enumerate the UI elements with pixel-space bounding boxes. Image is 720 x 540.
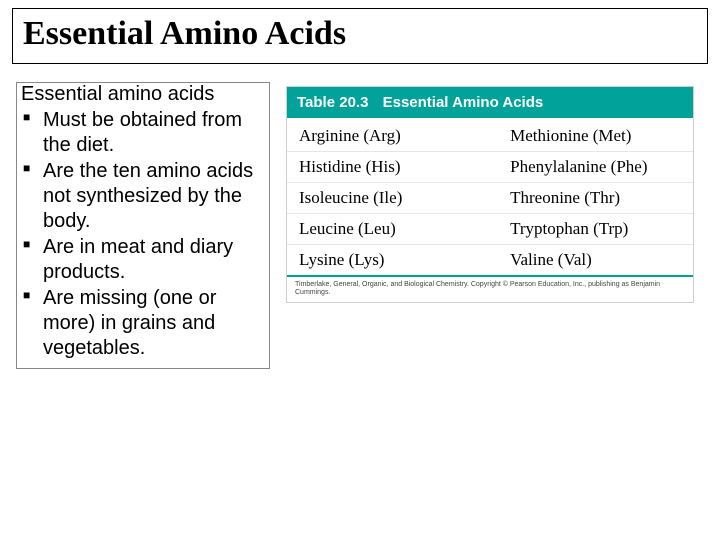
- list-item: Are in meat and diary products.: [23, 235, 263, 285]
- table-row: Lysine (Lys) Valine (Val): [287, 245, 693, 276]
- table-cell: Histidine (His): [287, 152, 498, 183]
- table-cell: Phenylalanine (Phe): [498, 152, 693, 183]
- list-item: Must be obtained from the diet.: [23, 108, 263, 158]
- table-body: Arginine (Arg) Methionine (Met) Histidin…: [287, 118, 693, 275]
- table-cell: Methionine (Met): [498, 118, 693, 152]
- slide: Essential Amino Acids Essential amino ac…: [0, 0, 720, 540]
- table-cell: Lysine (Lys): [287, 245, 498, 276]
- bullet-list: Must be obtained from the diet. Are the …: [19, 108, 263, 361]
- title-container: Essential Amino Acids: [12, 8, 708, 64]
- lead-text: Essential amino acids: [19, 83, 263, 106]
- table-row: Leucine (Leu) Tryptophan (Trp): [287, 214, 693, 245]
- table-column: Table 20.3 Essential Amino Acids Arginin…: [286, 82, 694, 369]
- table-row: Isoleucine (Ile) Threonine (Thr): [287, 183, 693, 214]
- table-cell: Valine (Val): [498, 245, 693, 276]
- table-number: Table 20.3: [297, 94, 368, 111]
- table-header: Table 20.3 Essential Amino Acids: [287, 87, 693, 118]
- table-cell: Threonine (Thr): [498, 183, 693, 214]
- list-item: Are missing (one or more) in grains and …: [23, 286, 263, 361]
- table-cell: Leucine (Leu): [287, 214, 498, 245]
- text-column: Essential amino acids Must be obtained f…: [16, 82, 270, 369]
- table-cell: Isoleucine (Ile): [287, 183, 498, 214]
- table-title: Essential Amino Acids: [383, 94, 544, 111]
- table-cell: Tryptophan (Trp): [498, 214, 693, 245]
- table-row: Arginine (Arg) Methionine (Met): [287, 118, 693, 152]
- table-row: Histidine (His) Phenylalanine (Phe): [287, 152, 693, 183]
- amino-acids-table: Table 20.3 Essential Amino Acids Arginin…: [286, 86, 694, 303]
- table-credit: Timberlake, General, Organic, and Biolog…: [287, 275, 693, 302]
- slide-title: Essential Amino Acids: [23, 15, 697, 53]
- content-row: Essential amino acids Must be obtained f…: [12, 82, 708, 369]
- list-item: Are the ten amino acids not synthesized …: [23, 159, 263, 234]
- table-cell: Arginine (Arg): [287, 118, 498, 152]
